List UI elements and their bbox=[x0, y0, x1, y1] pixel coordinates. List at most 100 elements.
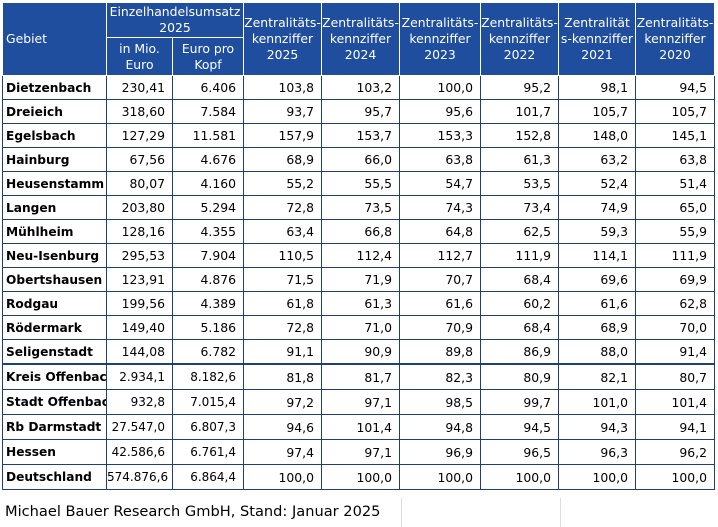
row-label: Rodgau bbox=[2, 291, 107, 316]
cell-value: 7.015,4 bbox=[172, 389, 244, 415]
cell-value: 100,0 bbox=[558, 464, 636, 490]
row-label: Langen bbox=[2, 195, 107, 220]
cell-value: 74,9 bbox=[558, 195, 636, 220]
cell-value: 55,2 bbox=[243, 171, 322, 196]
cell-value: 123,91 bbox=[106, 267, 173, 292]
cell-value: 199,56 bbox=[106, 291, 173, 316]
cell-value: 72,8 bbox=[243, 195, 322, 220]
cell-value: 63,8 bbox=[635, 147, 715, 172]
row-label: Neu-Isenburg bbox=[2, 243, 107, 268]
cell-value: 81,7 bbox=[321, 363, 400, 390]
header-umsatz-kopf: Euro pro Kopf bbox=[172, 37, 244, 76]
cell-value: 94,8 bbox=[399, 414, 481, 440]
row-label: Kreis Offenbach bbox=[2, 363, 107, 390]
header-z2025: Zentralitäts-kennziffer 2025 bbox=[243, 2, 322, 76]
cell-value: 97,2 bbox=[243, 389, 322, 415]
cell-value: 97,1 bbox=[321, 439, 400, 465]
table-row: Hessen 42.586,6 6.761,4 97,4 97,1 96,9 96,5 96,… bbox=[2, 439, 715, 465]
cell-value: 4.160 bbox=[172, 171, 244, 196]
cell-value: 55,9 bbox=[635, 219, 715, 244]
row-label: Obertshausen bbox=[2, 267, 107, 292]
cell-value: 80,7 bbox=[635, 363, 715, 390]
header-z2020: Zentralitäts-kennziffer 2020 bbox=[635, 2, 715, 76]
cell-value: 62,8 bbox=[635, 291, 715, 316]
cell-value: 55,5 bbox=[321, 171, 400, 196]
table-row: Obertshausen 123,91 4.876 71,5 71,9 70,7 68,4 6… bbox=[2, 267, 715, 292]
cell-value: 61,6 bbox=[399, 291, 481, 316]
table-row: Neu-Isenburg 295,53 7.904 110,5 112,4 112,7 11… bbox=[2, 243, 715, 268]
cell-value: 70,0 bbox=[635, 315, 715, 340]
cell-value: 5.186 bbox=[172, 315, 244, 340]
cell-value: 203,80 bbox=[106, 195, 173, 220]
table-row: Rb Darmstadt 27.547,0 6.807,3 94,6 101,4 94,8… bbox=[2, 414, 715, 440]
cell-value: 574.876,6 bbox=[106, 464, 173, 490]
cell-value: 112,7 bbox=[399, 243, 481, 268]
cell-value: 128,16 bbox=[106, 219, 173, 244]
table-row: Kreis Offenbach 2.934,1 8.182,6 81,8 81,7 82,… bbox=[2, 363, 715, 390]
cell-value: 68,4 bbox=[480, 315, 559, 340]
cell-value: 53,5 bbox=[480, 171, 559, 196]
cell-value: 59,3 bbox=[558, 219, 636, 244]
retail-table: Gebiet Einzelhandelsumsatz 2025 Zentrali… bbox=[2, 2, 715, 490]
cell-value: 103,2 bbox=[321, 75, 400, 100]
cell-value: 5.294 bbox=[172, 195, 244, 220]
cell-value: 66,0 bbox=[321, 147, 400, 172]
cell-value: 144,08 bbox=[106, 339, 173, 365]
cell-value: 93,7 bbox=[243, 99, 322, 124]
cell-value: 63,2 bbox=[558, 147, 636, 172]
table-row: Dietzenbach 230,41 6.406 103,8 103,2 100,0 95,… bbox=[2, 75, 715, 100]
row-label: Mühlheim bbox=[2, 219, 107, 244]
cell-value: 105,7 bbox=[558, 99, 636, 124]
table-row: Deutschland 574.876,6 6.864,4 100,0 100,0 100… bbox=[2, 464, 715, 490]
row-label: Deutschland bbox=[2, 464, 107, 490]
cell-value: 96,2 bbox=[635, 439, 715, 465]
table-row: Heusenstamm 80,07 4.160 55,2 55,5 54,7 53,5 52,… bbox=[2, 171, 715, 196]
row-label: Heusenstamm bbox=[2, 171, 107, 196]
cell-value: 149,40 bbox=[106, 315, 173, 340]
cell-value: 100,0 bbox=[480, 464, 559, 490]
header-z2023: Zentralitäts-kennziffer 2023 bbox=[399, 2, 481, 76]
cell-value: 60,2 bbox=[480, 291, 559, 316]
cell-value: 64,8 bbox=[399, 219, 481, 244]
cell-value: 105,7 bbox=[635, 99, 715, 124]
cell-value: 101,0 bbox=[558, 389, 636, 415]
cell-value: 6.807,3 bbox=[172, 414, 244, 440]
cell-value: 110,5 bbox=[243, 243, 322, 268]
cell-value: 61,8 bbox=[243, 291, 322, 316]
cell-value: 68,9 bbox=[558, 315, 636, 340]
cell-value: 70,7 bbox=[399, 267, 481, 292]
cell-value: 153,7 bbox=[321, 123, 400, 148]
cell-value: 89,8 bbox=[399, 339, 481, 365]
cell-value: 68,9 bbox=[243, 147, 322, 172]
row-label: Hessen bbox=[2, 439, 107, 465]
table-row: Hainburg 67,56 4.676 68,9 66,0 63,8 61,3 63,2 63… bbox=[2, 147, 715, 172]
cell-value: 69,6 bbox=[558, 267, 636, 292]
cell-value: 71,9 bbox=[321, 267, 400, 292]
cell-value: 157,9 bbox=[243, 123, 322, 148]
cell-value: 54,7 bbox=[399, 171, 481, 196]
cell-value: 95,7 bbox=[321, 99, 400, 124]
cell-value: 318,60 bbox=[106, 99, 173, 124]
cell-value: 51,4 bbox=[635, 171, 715, 196]
table-row: Mühlheim 128,16 4.355 63,4 66,8 64,8 62,5 59,3 5… bbox=[2, 219, 715, 244]
cell-value: 81,8 bbox=[243, 363, 322, 390]
cell-value: 230,41 bbox=[106, 75, 173, 100]
source-footer: Michael Bauer Research GmbH, Stand: Janu… bbox=[5, 503, 381, 520]
header-umsatz-mio: in Mio. Euro bbox=[106, 37, 173, 76]
cell-value: 80,9 bbox=[480, 363, 559, 390]
cell-value: 97,1 bbox=[321, 389, 400, 415]
cell-value: 61,3 bbox=[321, 291, 400, 316]
cell-value: 66,8 bbox=[321, 219, 400, 244]
cell-value: 27.547,0 bbox=[106, 414, 173, 440]
cell-value: 95,2 bbox=[480, 75, 559, 100]
cell-value: 6.864,4 bbox=[172, 464, 244, 490]
cell-value: 71,0 bbox=[321, 315, 400, 340]
cell-value: 4.355 bbox=[172, 219, 244, 244]
cell-value: 6.761,4 bbox=[172, 439, 244, 465]
cell-value: 6.782 bbox=[172, 339, 244, 365]
cell-value: 11.581 bbox=[172, 123, 244, 148]
row-label: Dietzenbach bbox=[2, 75, 107, 100]
row-label: Egelsbach bbox=[2, 123, 107, 148]
grid-line bbox=[560, 498, 561, 527]
cell-value: 103,8 bbox=[243, 75, 322, 100]
